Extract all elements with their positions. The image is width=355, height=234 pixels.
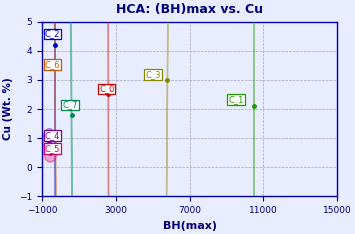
Title: HCA: (BH)max vs. Cu: HCA: (BH)max vs. Cu bbox=[116, 4, 263, 16]
Ellipse shape bbox=[86, 0, 131, 234]
Text: C_7: C_7 bbox=[62, 101, 78, 110]
Text: C_4: C_4 bbox=[44, 131, 60, 140]
Ellipse shape bbox=[204, 0, 304, 234]
Text: C_6: C_6 bbox=[44, 60, 60, 69]
Ellipse shape bbox=[45, 0, 65, 234]
Ellipse shape bbox=[48, 0, 95, 234]
Text: C_0: C_0 bbox=[99, 84, 115, 94]
Ellipse shape bbox=[43, 0, 66, 234]
Text: C_2: C_2 bbox=[45, 29, 60, 38]
Ellipse shape bbox=[43, 129, 56, 153]
Text: C_3: C_3 bbox=[145, 70, 161, 79]
Y-axis label: Cu (Wt. %): Cu (Wt. %) bbox=[4, 78, 13, 140]
Ellipse shape bbox=[44, 143, 57, 162]
X-axis label: BH(max): BH(max) bbox=[163, 220, 217, 230]
Ellipse shape bbox=[135, 0, 200, 234]
Text: C_5: C_5 bbox=[44, 144, 60, 153]
Text: C_1: C_1 bbox=[228, 95, 244, 104]
